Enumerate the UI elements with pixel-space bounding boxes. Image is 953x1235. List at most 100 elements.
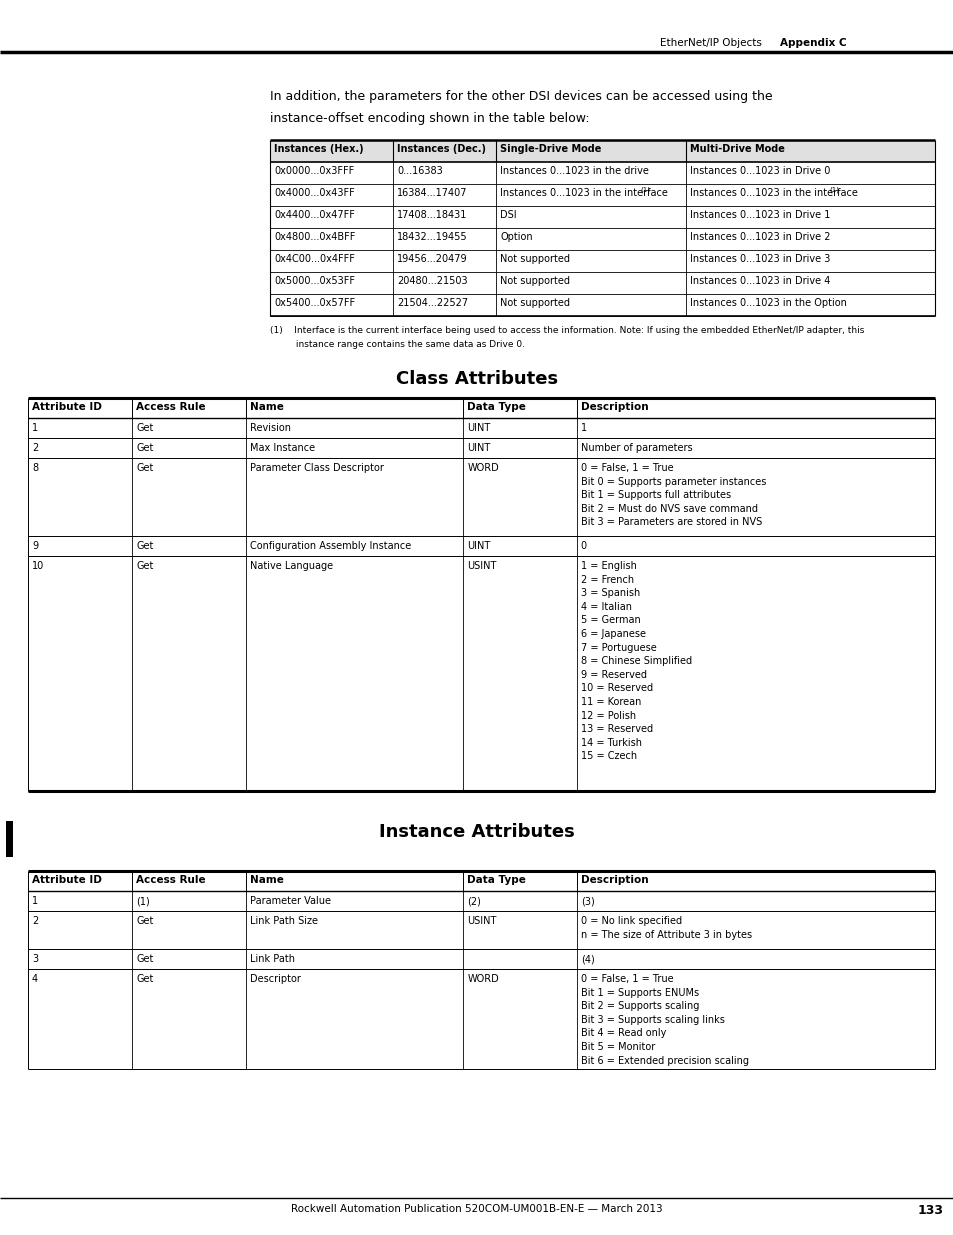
Text: 2: 2 xyxy=(32,916,38,926)
Text: USINT: USINT xyxy=(467,561,497,571)
Text: Name: Name xyxy=(250,876,283,885)
Text: Data Type: Data Type xyxy=(467,403,526,412)
Text: Instances 0...1023 in the interface: Instances 0...1023 in the interface xyxy=(689,188,857,198)
Text: 0 = False, 1 = True
Bit 1 = Supports ENUMs
Bit 2 = Supports scaling
Bit 3 = Supp: 0 = False, 1 = True Bit 1 = Supports ENU… xyxy=(580,974,748,1066)
Text: Attribute ID: Attribute ID xyxy=(32,876,102,885)
Text: Number of parameters: Number of parameters xyxy=(580,443,692,453)
Text: 0x5000...0x53FF: 0x5000...0x53FF xyxy=(274,275,355,287)
Text: Not supported: Not supported xyxy=(499,254,570,264)
Text: 10: 10 xyxy=(32,561,44,571)
Text: (2): (2) xyxy=(467,897,480,906)
Bar xyxy=(270,140,934,162)
Text: Multi-Drive Mode: Multi-Drive Mode xyxy=(689,144,783,154)
Text: Get: Get xyxy=(136,561,153,571)
Text: 0x5400...0x57FF: 0x5400...0x57FF xyxy=(274,298,355,308)
Text: Access Rule: Access Rule xyxy=(136,876,206,885)
Text: 19456...20479: 19456...20479 xyxy=(396,254,467,264)
Text: 0: 0 xyxy=(580,541,586,551)
Text: Class Attributes: Class Attributes xyxy=(395,370,558,388)
Text: 133: 133 xyxy=(917,1204,943,1216)
Text: (4): (4) xyxy=(580,953,594,965)
Text: Instances 0...1023 in Drive 1: Instances 0...1023 in Drive 1 xyxy=(689,210,829,220)
Text: Description: Description xyxy=(580,876,648,885)
Text: 2: 2 xyxy=(32,443,38,453)
Text: Not supported: Not supported xyxy=(499,275,570,287)
Text: WORD: WORD xyxy=(467,463,498,473)
Text: Appendix C: Appendix C xyxy=(780,38,845,48)
Text: Description: Description xyxy=(580,403,648,412)
Text: (1): (1) xyxy=(829,186,839,193)
Text: Configuration Assembly Instance: Configuration Assembly Instance xyxy=(250,541,411,551)
Text: Name: Name xyxy=(250,403,283,412)
Text: EtherNet/IP Objects: EtherNet/IP Objects xyxy=(659,38,761,48)
Text: (1)    Interface is the current interface being used to access the information. : (1) Interface is the current interface b… xyxy=(270,326,863,335)
Text: Get: Get xyxy=(136,443,153,453)
Text: UINT: UINT xyxy=(467,541,490,551)
Text: instance-offset encoding shown in the table below:: instance-offset encoding shown in the ta… xyxy=(270,112,589,125)
Text: 3: 3 xyxy=(32,953,38,965)
Text: Get: Get xyxy=(136,541,153,551)
Text: Option: Option xyxy=(499,232,532,242)
Text: Get: Get xyxy=(136,424,153,433)
Text: 0x4000...0x43FF: 0x4000...0x43FF xyxy=(274,188,355,198)
Text: USINT: USINT xyxy=(467,916,497,926)
Text: Instances (Dec.): Instances (Dec.) xyxy=(396,144,485,154)
Text: instance range contains the same data as Drive 0.: instance range contains the same data as… xyxy=(270,340,524,350)
Text: Data Type: Data Type xyxy=(467,876,526,885)
Text: (3): (3) xyxy=(580,897,594,906)
Text: 9: 9 xyxy=(32,541,38,551)
Text: 0x4400...0x47FF: 0x4400...0x47FF xyxy=(274,210,355,220)
Text: Parameter Value: Parameter Value xyxy=(250,897,331,906)
Text: Instances (Hex.): Instances (Hex.) xyxy=(274,144,363,154)
Text: In addition, the parameters for the other DSI devices can be accessed using the: In addition, the parameters for the othe… xyxy=(270,90,772,103)
Text: UINT: UINT xyxy=(467,443,490,453)
Text: Single-Drive Mode: Single-Drive Mode xyxy=(499,144,600,154)
Text: Native Language: Native Language xyxy=(250,561,333,571)
Text: 0 = False, 1 = True
Bit 0 = Supports parameter instances
Bit 1 = Supports full a: 0 = False, 1 = True Bit 0 = Supports par… xyxy=(580,463,765,527)
Text: Instances 0...1023 in Drive 2: Instances 0...1023 in Drive 2 xyxy=(689,232,829,242)
Text: DSI: DSI xyxy=(499,210,517,220)
Text: (1): (1) xyxy=(639,186,649,193)
Text: Get: Get xyxy=(136,974,153,984)
Text: 1: 1 xyxy=(32,897,38,906)
Text: Attribute ID: Attribute ID xyxy=(32,403,102,412)
Text: WORD: WORD xyxy=(467,974,498,984)
Text: Revision: Revision xyxy=(250,424,291,433)
Text: Parameter Class Descriptor: Parameter Class Descriptor xyxy=(250,463,383,473)
Text: Get: Get xyxy=(136,916,153,926)
Text: Instance Attributes: Instance Attributes xyxy=(378,823,575,841)
Text: Link Path Size: Link Path Size xyxy=(250,916,317,926)
Text: 0 = No link specified
n = The size of Attribute 3 in bytes: 0 = No link specified n = The size of At… xyxy=(580,916,751,940)
Text: Not supported: Not supported xyxy=(499,298,570,308)
Text: 16384...17407: 16384...17407 xyxy=(396,188,467,198)
Text: Instances 0...1023 in Drive 4: Instances 0...1023 in Drive 4 xyxy=(689,275,829,287)
Text: 0x0000...0x3FFF: 0x0000...0x3FFF xyxy=(274,165,354,177)
Text: 0x4800...0x4BFF: 0x4800...0x4BFF xyxy=(274,232,355,242)
Text: 4: 4 xyxy=(32,974,38,984)
Text: (1): (1) xyxy=(136,897,150,906)
Text: Link Path: Link Path xyxy=(250,953,294,965)
Text: 20480...21503: 20480...21503 xyxy=(396,275,467,287)
Text: 0x4C00...0x4FFF: 0x4C00...0x4FFF xyxy=(274,254,355,264)
Text: 18432...19455: 18432...19455 xyxy=(396,232,467,242)
Text: Get: Get xyxy=(136,463,153,473)
Text: 8: 8 xyxy=(32,463,38,473)
Text: Rockwell Automation Publication 520COM-UM001B-EN-E — March 2013: Rockwell Automation Publication 520COM-U… xyxy=(291,1204,662,1214)
Text: Instances 0...1023 in the Option: Instances 0...1023 in the Option xyxy=(689,298,845,308)
Text: Descriptor: Descriptor xyxy=(250,974,300,984)
Text: 1: 1 xyxy=(32,424,38,433)
Text: 0...16383: 0...16383 xyxy=(396,165,442,177)
Text: Instances 0...1023 in the drive: Instances 0...1023 in the drive xyxy=(499,165,648,177)
Text: UINT: UINT xyxy=(467,424,490,433)
Text: 1 = English
2 = French
3 = Spanish
4 = Italian
5 = German
6 = Japanese
7 = Portu: 1 = English 2 = French 3 = Spanish 4 = I… xyxy=(580,561,691,762)
Text: Instances 0...1023 in the interface: Instances 0...1023 in the interface xyxy=(499,188,667,198)
Text: Instances 0...1023 in Drive 0: Instances 0...1023 in Drive 0 xyxy=(689,165,829,177)
Text: 21504...22527: 21504...22527 xyxy=(396,298,468,308)
Bar xyxy=(6,821,13,857)
Text: Instances 0...1023 in Drive 3: Instances 0...1023 in Drive 3 xyxy=(689,254,829,264)
Text: 17408...18431: 17408...18431 xyxy=(396,210,467,220)
Text: 1: 1 xyxy=(580,424,586,433)
Text: Get: Get xyxy=(136,953,153,965)
Text: Access Rule: Access Rule xyxy=(136,403,206,412)
Text: Max Instance: Max Instance xyxy=(250,443,314,453)
